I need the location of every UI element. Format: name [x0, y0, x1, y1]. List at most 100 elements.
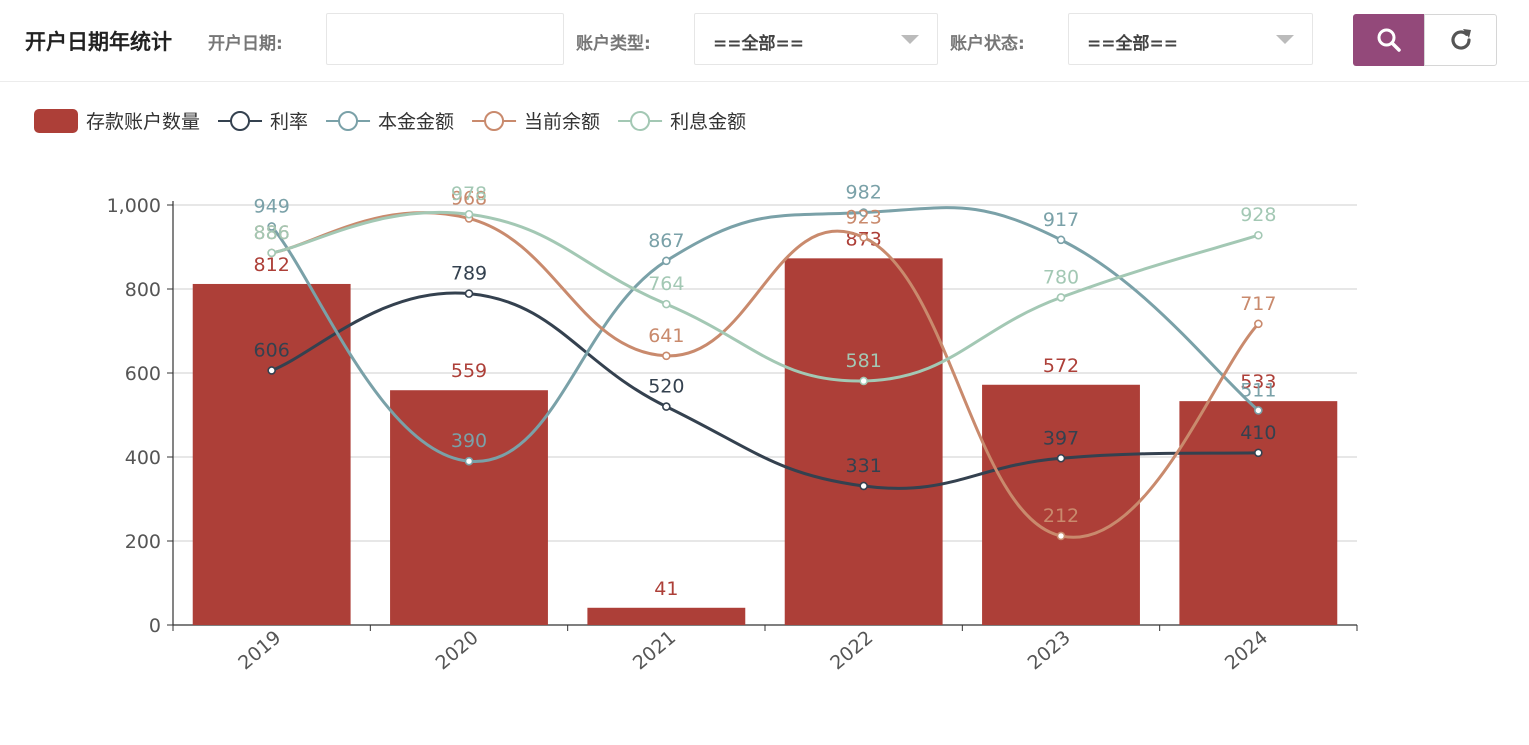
data-point	[859, 208, 868, 217]
filter-toolbar: 开户日期年统计 开户日期: 账户类型: ==全部== 账户状态: ==全部==	[0, 0, 1529, 82]
legend-label: 本金金额	[378, 111, 454, 133]
bar-data-label: 41	[654, 578, 678, 600]
data-point	[464, 456, 474, 466]
bar	[784, 258, 943, 625]
line-data-label: 886	[254, 222, 290, 244]
x-tick-label: 2023	[1024, 626, 1075, 674]
refresh-icon	[1450, 29, 1471, 50]
account-type-select[interactable]: ==全部==	[694, 13, 938, 65]
legend-swatch-marker	[338, 111, 359, 131]
line-data-label: 923	[846, 206, 882, 228]
line-data-label: 717	[1240, 293, 1276, 315]
line-data-label: 867	[648, 230, 684, 252]
data-point	[1056, 453, 1066, 463]
data-point	[662, 256, 671, 266]
type-label: 账户类型:	[576, 34, 651, 54]
line-data-label: 968	[451, 187, 487, 209]
x-tick-label: 2021	[629, 626, 680, 674]
bar-data-label: 572	[1043, 355, 1079, 377]
y-tick-label: 200	[125, 531, 161, 553]
data-point	[662, 351, 671, 361]
line-data-label: 764	[648, 273, 684, 295]
line-data-label: 410	[1240, 422, 1276, 444]
data-point	[859, 233, 868, 242]
y-tick-label: 800	[125, 279, 161, 301]
line-data-label: 978	[451, 183, 487, 205]
bar	[982, 384, 1140, 625]
line-data-label: 520	[648, 376, 684, 398]
legend-swatch-marker	[230, 111, 251, 131]
data-point	[1254, 319, 1263, 329]
y-tick-label: 0	[149, 615, 161, 637]
date-input[interactable]	[327, 14, 563, 64]
data-point	[267, 222, 276, 231]
date-field[interactable]	[326, 13, 564, 65]
data-point	[1056, 531, 1066, 541]
line-data-label: 511	[1240, 379, 1276, 401]
x-tick-label: 2024	[1221, 626, 1272, 674]
status-label: 账户状态:	[950, 34, 1025, 54]
bar	[390, 390, 548, 625]
account-status-select[interactable]: ==全部==	[1068, 13, 1313, 65]
data-point	[464, 289, 474, 298]
data-point	[1254, 406, 1263, 415]
data-point	[859, 481, 868, 491]
x-tick-label: 2019	[234, 626, 285, 674]
line-data-label: 789	[451, 263, 487, 285]
line-data-label: 928	[1240, 204, 1276, 226]
data-point	[662, 402, 671, 411]
data-point	[1254, 448, 1263, 458]
x-tick-label: 2020	[432, 626, 483, 674]
data-point	[662, 299, 671, 309]
legend-swatch	[34, 109, 78, 133]
x-tick-label: 2022	[826, 626, 877, 674]
chevron-down-icon	[1276, 35, 1294, 44]
line-data-label: 641	[648, 325, 684, 347]
line-data-label: 397	[1043, 427, 1079, 449]
data-point	[267, 248, 276, 258]
data-point	[1056, 235, 1066, 245]
legend-label: 当前余额	[524, 111, 600, 133]
bar-data-label: 559	[451, 360, 487, 382]
date-label: 开户日期:	[208, 34, 283, 54]
account-type-value: ==全部==	[713, 34, 804, 54]
data-point	[1254, 230, 1263, 240]
bar	[1179, 401, 1338, 625]
search-icon	[1377, 28, 1401, 52]
deposit-chart: 0 200 400 600 800 1,000 2019 2020 2021 2022 2023 20…	[34, 109, 1358, 674]
bar	[192, 283, 351, 625]
line-data-label: 982	[846, 182, 882, 204]
legend-swatch-marker	[630, 111, 651, 131]
line-data-label: 212	[1043, 505, 1079, 527]
line-data-label: 606	[254, 339, 290, 361]
line-data-label: 949	[254, 195, 290, 217]
data-point	[464, 209, 474, 219]
y-tick-label: 1,000	[107, 195, 161, 217]
legend-swatch-marker	[484, 111, 505, 131]
data-point	[267, 366, 276, 375]
search-button[interactable]	[1353, 14, 1425, 66]
series-line	[270, 206, 1260, 463]
line-data-label: 780	[1043, 266, 1079, 288]
legend-label: 利率	[270, 111, 308, 133]
refresh-button[interactable]	[1424, 14, 1497, 66]
series-line	[271, 291, 1259, 490]
y-tick-label: 400	[125, 447, 161, 469]
line-data-label: 917	[1043, 209, 1079, 231]
bar-data-label: 812	[254, 254, 290, 276]
data-point	[1056, 293, 1066, 302]
bar	[587, 607, 746, 625]
line-data-label: 331	[846, 455, 882, 477]
legend-label: 存款账户数量	[86, 111, 200, 133]
series-line	[271, 210, 1259, 383]
account-status-value: ==全部==	[1087, 34, 1178, 54]
line-data-label: 886	[254, 222, 290, 244]
data-point	[859, 376, 868, 386]
line-data-label: 390	[451, 430, 487, 452]
line-data-label: 581	[846, 350, 882, 372]
y-tick-label: 600	[125, 363, 161, 385]
chevron-down-icon	[901, 35, 919, 44]
legend-label: 利息金额	[670, 111, 746, 133]
page-title: 开户日期年统计	[25, 30, 172, 54]
bar-data-label: 533	[1240, 371, 1276, 393]
